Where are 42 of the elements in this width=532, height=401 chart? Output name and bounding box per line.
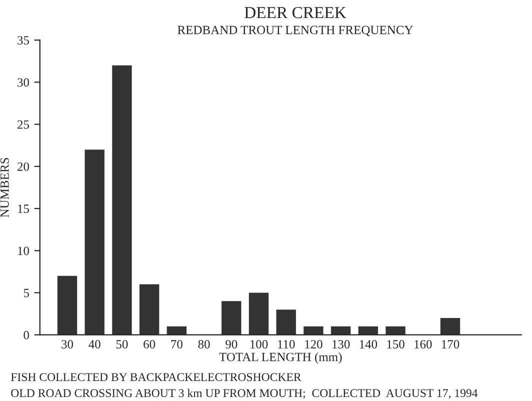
y-axis-title: NUMBERS [0, 158, 9, 218]
y-tick-label: 15 [18, 204, 29, 213]
x-tick-label: 40 [88, 340, 100, 348]
chart-subtitle: REDBAND TROUT LENGTH FREQUENCY [178, 26, 413, 36]
bar [57, 276, 78, 335]
x-tick-label: 120 [305, 340, 322, 348]
x-tick-label: 140 [360, 340, 378, 348]
x-tick-label: 80 [198, 340, 210, 348]
y-tick-label: 35 [18, 36, 29, 45]
bar [386, 326, 406, 335]
x-tick-label: 150 [387, 340, 404, 348]
x-tick-label: 60 [144, 340, 156, 348]
text: OLD ROAD CROSSING ABOUT 3 km UP FROM MOUTH; COLLECTED AUGUST 17, 1994 [11, 388, 478, 399]
bar [166, 326, 187, 335]
text: FISH COLLECTED BY BACKPACKELECTROSHOCKER [10, 373, 302, 382]
bar [222, 301, 242, 335]
y-tick-label: 20 [18, 162, 30, 171]
bar [84, 150, 104, 335]
y-tick-label: 5 [24, 288, 29, 298]
bar [248, 292, 269, 335]
x-tick-label: 160 [414, 340, 432, 348]
x-tick-label: 50 [116, 340, 128, 348]
bar [358, 326, 378, 335]
x-tick-label: 110 [278, 340, 295, 348]
bar [440, 318, 460, 335]
x-tick-label: 170 [442, 340, 460, 348]
y-tick-label: 0 [24, 330, 30, 340]
bar [304, 326, 324, 335]
x-tick-label: 30 [62, 340, 74, 348]
x-axis-title: TOTAL LENGTH (mm) [219, 352, 342, 364]
bar [276, 310, 296, 335]
bar [330, 326, 351, 335]
bar [139, 284, 160, 335]
x-tick-label: 130 [332, 340, 350, 348]
x-tick-label: 90 [226, 340, 238, 348]
y-tick-label: 10 [18, 246, 30, 256]
bar [112, 65, 132, 335]
chart-title: DEER CREEK [244, 7, 346, 18]
x-tick-label: 100 [250, 340, 268, 348]
x-tick-label: 70 [171, 340, 182, 348]
y-tick-label: 25 [18, 120, 29, 129]
y-tick-label: 30 [18, 78, 30, 87]
